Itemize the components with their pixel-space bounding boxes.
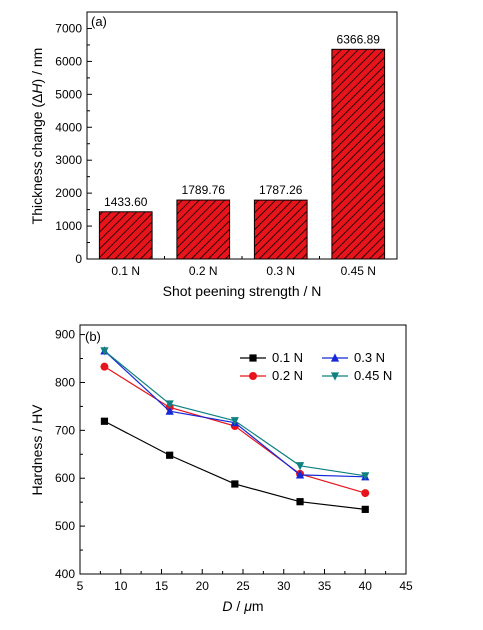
legend-marker [330, 353, 340, 362]
y-tick-label-b: 900 [55, 328, 75, 342]
x-tick-label-b: 35 [318, 579, 332, 593]
data-point [295, 470, 305, 479]
data-point [361, 505, 369, 513]
legend-marker [249, 372, 257, 380]
series-0.3n [100, 346, 370, 481]
y-tick-label-a: 6000 [55, 54, 82, 68]
data-point [361, 472, 370, 481]
data-point [296, 498, 304, 506]
y-tick-label-a: 4000 [55, 120, 82, 134]
x-label-d: D [222, 598, 232, 614]
legend-label: 0.45 N [354, 368, 392, 383]
bar [176, 199, 231, 260]
x-label-m: m [252, 598, 264, 614]
legend-item: 0.1 N [240, 350, 303, 365]
data-point [231, 480, 239, 488]
y-tick-label-a: 3000 [55, 153, 82, 167]
x-tick-label-a: 0.2 N [189, 264, 218, 278]
x-tick-label-a: 0.45 N [341, 264, 376, 278]
y-tick-label-a: 5000 [55, 87, 82, 101]
x-tick-label-b: 30 [277, 579, 291, 593]
data-point [165, 406, 174, 415]
series-line [104, 350, 366, 477]
series-0.1n [100, 417, 369, 513]
y-label-h: H [29, 83, 45, 94]
y-tick-label-a: 2000 [55, 186, 82, 200]
series-0.2n [100, 362, 370, 498]
y-axis-a: 0 1000 2000 3000 4000 5000 6000 7000 [55, 21, 92, 266]
bar-value-label: 1789.76 [182, 183, 226, 197]
series-lines [100, 346, 370, 513]
bars [98, 48, 386, 260]
y-tick-label-b: 800 [55, 375, 75, 389]
bar-value-label: 1787.26 [259, 183, 303, 197]
y-tick-label-b: 700 [55, 423, 75, 437]
legend-label: 0.2 N [272, 368, 303, 383]
y-tick-label-a: 7000 [55, 21, 82, 35]
data-point [100, 417, 109, 425]
data-point [295, 462, 305, 471]
x-tick-label-b: 45 [399, 579, 413, 593]
series-line [104, 420, 366, 510]
y-axis-b: 400 500 600 700 800 900 [55, 328, 85, 581]
line-chart-hardness: 400 500 600 700 800 900 5 10 15 20 25 30 35 40 45 0.1… [29, 324, 413, 614]
x-tick-label-b: 15 [155, 579, 169, 593]
x-tick-label-b: 10 [114, 579, 128, 593]
legend-label: 0.1 N [272, 350, 303, 365]
legend-marker [249, 354, 257, 362]
series-0.45n [100, 347, 370, 481]
y-label-part-1: Thickness change ( [29, 103, 45, 225]
x-label-sep: / [233, 598, 245, 614]
legend-item: 0.3 N [322, 350, 385, 365]
y-tick-label-a: 0 [75, 252, 82, 266]
bar [331, 48, 386, 260]
legend-label: 0.3 N [354, 350, 385, 365]
y-tick-label-b: 500 [55, 519, 75, 533]
bar-chart-thickness: 0 1000 2000 3000 4000 5000 6000 7000 0.1 N 0.2 N… [29, 11, 398, 299]
x-axis-label-a: Shot peening strength / N [163, 283, 322, 299]
bar-value-label: 1433.60 [104, 195, 148, 209]
bar [253, 199, 308, 260]
y-label-part-4: ) / nm [29, 48, 45, 84]
legend-item: 0.2 N [240, 368, 303, 383]
x-tick-label-b: 5 [77, 579, 84, 593]
data-point [361, 489, 370, 498]
x-tick-label-a: 0.3 N [266, 264, 295, 278]
legend-marker [330, 372, 340, 381]
panel-label-a: (a) [91, 14, 107, 29]
x-axis-label-b: D / μm [222, 598, 263, 614]
series-line [104, 350, 366, 478]
legend: 0.1 N 0.2 N 0.3 N 0.45 N [240, 350, 392, 383]
y-axis-label-a: Thickness change (ΔH) / nm [29, 48, 45, 225]
bar [98, 211, 153, 260]
panel-label-b: (b) [85, 329, 101, 344]
data-point [166, 451, 174, 459]
x-tick-label-b: 20 [196, 579, 210, 593]
data-point [165, 400, 174, 409]
y-tick-label-b: 600 [55, 471, 75, 485]
legend-item: 0.45 N [322, 368, 392, 383]
bar-value-label: 6366.89 [337, 32, 381, 46]
x-axis-b: 5 10 15 20 25 30 35 40 45 [77, 569, 413, 593]
data-point [230, 417, 239, 426]
x-tick-label-a: 0.1 N [111, 264, 140, 278]
y-label-delta: Δ [29, 94, 45, 103]
x-label-mu: μ [243, 598, 252, 614]
data-point [100, 362, 109, 371]
x-tick-label-b: 25 [236, 579, 250, 593]
y-tick-label-a: 1000 [55, 219, 82, 233]
y-axis-label-b: Hardness / HV [29, 404, 45, 496]
data-point [100, 347, 109, 356]
y-tick-label-b: 400 [55, 567, 75, 581]
x-tick-label-b: 40 [359, 579, 373, 593]
bar-data-labels: 1433.60 1789.76 1787.26 6366.89 [104, 32, 380, 208]
